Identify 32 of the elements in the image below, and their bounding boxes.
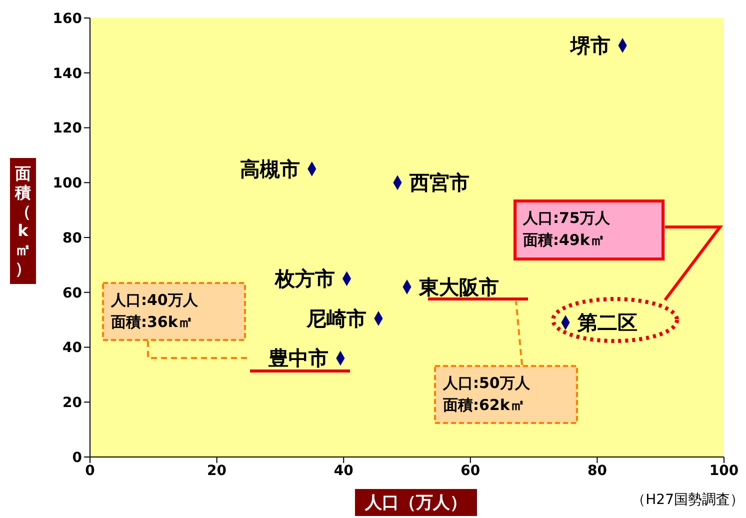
annotation: 面積:49k㎡ [522, 231, 605, 249]
text: （H27国勢調査） [632, 492, 744, 508]
x-tick-label: 100 [709, 462, 739, 479]
annotation: 東大阪市 [418, 274, 499, 299]
y-tick-label: 140 [52, 66, 82, 82]
annotation: 西宮市 [408, 170, 470, 195]
annotation: 豊中市 [267, 346, 328, 370]
annotation: 面積:62k㎡ [442, 396, 525, 414]
x-tick-label: 20 [207, 462, 227, 479]
x-tick-label: 0 [85, 462, 96, 479]
x-tick-label: 80 [587, 462, 608, 479]
x-tick-label: 40 [334, 462, 354, 479]
y-tick-label: 40 [62, 340, 82, 356]
y-tick-label: 0 [72, 450, 82, 466]
annotation: 尼崎市 [305, 306, 366, 330]
annotation: 枚方市 [274, 266, 335, 291]
annotation: 堺市 [570, 33, 611, 58]
annotation: 高槻市 [240, 156, 300, 181]
y-axis-title: 面積（k㎡） [14, 164, 32, 278]
annotation: 第二区 [576, 310, 638, 335]
y-tick-label: 160 [52, 10, 82, 27]
x-axis-title: 人口（万人） [355, 489, 477, 516]
annotation: 面積:36k㎡ [110, 313, 193, 331]
annotation: 人口:40万人 [110, 291, 199, 309]
annotation: 人口:50万人 [442, 374, 531, 392]
y-tick-label: 60 [62, 285, 82, 302]
y-tick-label: 100 [52, 176, 82, 192]
annotation: 人口:75万人 [522, 209, 611, 227]
x-tick-label: 60 [460, 462, 480, 479]
y-tick-label: 20 [62, 395, 82, 412]
y-tick-label: 120 [52, 120, 82, 137]
y-tick-label: 80 [62, 230, 82, 246]
